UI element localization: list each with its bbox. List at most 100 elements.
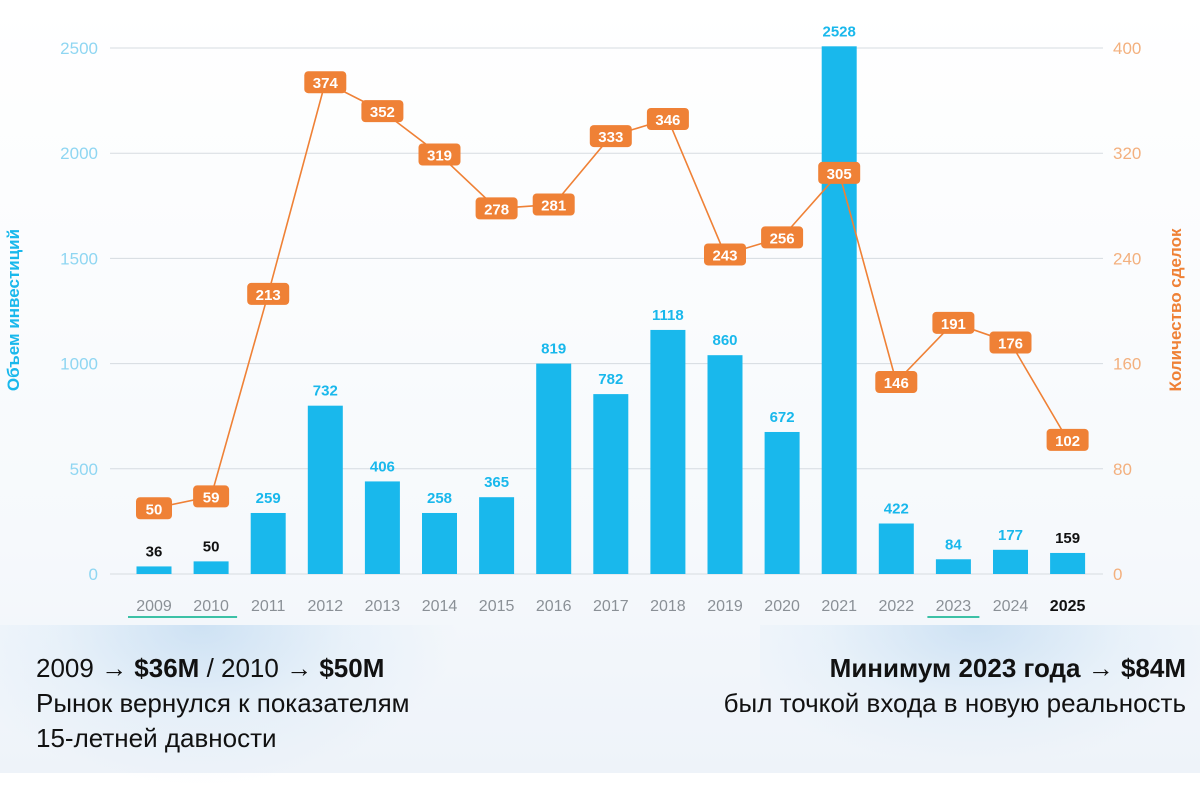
bar-2024 bbox=[993, 549, 1028, 574]
right-axis-ticks: 0 80 160 240 320 400 bbox=[1113, 39, 1141, 584]
line-point-2015 bbox=[475, 197, 518, 220]
line-point-2013 bbox=[361, 100, 404, 123]
bar-2025 bbox=[1050, 552, 1086, 574]
x-label-2021: 2021 bbox=[821, 598, 857, 615]
bar-2011 bbox=[250, 512, 286, 574]
x-label-2014: 2014 bbox=[422, 598, 458, 615]
x-label-2015: 2015 bbox=[479, 598, 515, 615]
line-value-label-2022: 146 bbox=[884, 375, 909, 392]
line-point-2012 bbox=[304, 71, 347, 94]
bar-2016 bbox=[536, 363, 572, 574]
bar-2009 bbox=[136, 566, 172, 574]
x-label-2009: 2009 bbox=[136, 598, 172, 615]
line-point-2021 bbox=[818, 161, 861, 184]
x-label-2019: 2019 bbox=[707, 598, 743, 615]
bar-2023 bbox=[935, 559, 971, 574]
left-tick-label: 2500 bbox=[60, 39, 98, 58]
bar-value-label-2023: 84 bbox=[945, 536, 962, 553]
bar-value-label-2014: 258 bbox=[427, 490, 452, 507]
bar-2019 bbox=[707, 355, 743, 574]
left-tick-label: 2000 bbox=[60, 144, 98, 163]
line-point-2020 bbox=[761, 226, 804, 249]
bar-2020 bbox=[764, 431, 800, 574]
x-label-2013: 2013 bbox=[365, 598, 401, 615]
bar-2014 bbox=[422, 512, 457, 574]
bar-value-label-2022: 422 bbox=[884, 501, 909, 518]
bar-2022 bbox=[878, 523, 914, 574]
bar-2021 bbox=[821, 46, 857, 575]
left-axis-title: Объем инвестиций bbox=[4, 228, 23, 392]
bar-value-label-2012: 732 bbox=[313, 383, 338, 400]
line-value-label-2010: 59 bbox=[203, 489, 220, 506]
line-point-2009 bbox=[136, 497, 172, 520]
bar-value-label-2021: 2528 bbox=[823, 23, 856, 40]
bar-value-label-2018: 1118 bbox=[652, 307, 684, 324]
bar-value-label-2010: 50 bbox=[203, 538, 220, 555]
bar-value-label-2009: 36 bbox=[146, 543, 163, 560]
line-value-label-2009: 50 bbox=[146, 501, 163, 518]
left-note-line3: 15-летней давности bbox=[36, 723, 277, 753]
line-value-label-2016: 281 bbox=[541, 197, 566, 214]
left-note-line1: 2009 → $36M / 2010 → $50M bbox=[36, 653, 385, 683]
line-point-2019 bbox=[704, 243, 746, 266]
bar-2017 bbox=[593, 394, 629, 574]
right-axis-title: Количество сделок bbox=[1166, 228, 1185, 392]
line-point-2011 bbox=[247, 282, 290, 305]
line-value-label-2014: 319 bbox=[427, 148, 452, 165]
line-value-label-2020: 256 bbox=[770, 230, 795, 247]
line-value-label-2013: 352 bbox=[370, 104, 395, 121]
right-tick-label: 0 bbox=[1113, 565, 1122, 584]
x-label-2022: 2022 bbox=[879, 598, 915, 615]
line-point-2023 bbox=[932, 311, 975, 334]
bar-2018 bbox=[650, 329, 686, 574]
line-point-2024 bbox=[989, 331, 1032, 354]
bar-series bbox=[136, 46, 1086, 575]
left-axis-ticks: 0 500 1000 1500 2000 2500 bbox=[60, 39, 98, 584]
right-note-line1: Минимум 2023 года → $84M bbox=[829, 653, 1186, 683]
line-value-label-2017: 333 bbox=[598, 129, 623, 146]
line-point-2016 bbox=[532, 193, 575, 216]
left-glow bbox=[0, 625, 460, 785]
x-axis-labels: 2009 2010 2011 2012 2013 2014 2015 2016 2017 2018… bbox=[128, 598, 1086, 618]
right-glow bbox=[760, 625, 1200, 765]
bar-2015 bbox=[479, 497, 515, 574]
line-value-label-2023: 191 bbox=[941, 316, 966, 333]
right-tick-label: 320 bbox=[1113, 144, 1141, 163]
x-label-2025: 2025 bbox=[1050, 598, 1086, 615]
x-label-2020: 2020 bbox=[764, 598, 800, 615]
right-note: Минимум 2023 года → $84M был точкой вход… bbox=[724, 651, 1186, 721]
left-note: 2009 → $36M / 2010 → $50M Рынок вернулся… bbox=[36, 651, 410, 756]
x-label-2024: 2024 bbox=[993, 598, 1029, 615]
x-label-2018: 2018 bbox=[650, 598, 686, 615]
x-label-2010: 2010 bbox=[193, 598, 229, 615]
x-label-2017: 2017 bbox=[593, 598, 629, 615]
bar-value-label-2025: 159 bbox=[1055, 530, 1080, 547]
bar-value-label-2017: 782 bbox=[598, 371, 623, 388]
bar-value-label-2011: 259 bbox=[256, 490, 281, 507]
line-point-2018 bbox=[646, 108, 689, 131]
line-value-label-2011: 213 bbox=[256, 287, 281, 304]
line-series: 50 59 213 374 352 319 278 281 333 346 243 256 305 146… bbox=[136, 71, 1089, 520]
line-point-2022 bbox=[875, 371, 918, 394]
line-value-label-2025: 102 bbox=[1055, 433, 1080, 450]
line-value-label-2018: 346 bbox=[655, 112, 680, 129]
line-value-label-2015: 278 bbox=[484, 201, 509, 218]
line-value-label-2021: 305 bbox=[827, 166, 852, 183]
line-point-2014 bbox=[418, 143, 461, 166]
line-value-label-2019: 243 bbox=[712, 247, 737, 264]
bar-value-label-2024: 177 bbox=[998, 527, 1023, 544]
bar-value-label-2020: 672 bbox=[770, 409, 795, 426]
left-tick-label: 500 bbox=[70, 460, 98, 479]
right-tick-label: 80 bbox=[1113, 460, 1132, 479]
line-point-2010 bbox=[193, 485, 230, 508]
line-value-label-2012: 374 bbox=[313, 75, 339, 92]
left-tick-label: 1500 bbox=[60, 249, 98, 268]
bar-2010 bbox=[193, 561, 229, 574]
bar-2013 bbox=[364, 481, 400, 574]
x-label-2016: 2016 bbox=[536, 598, 572, 615]
line-value-label-2024: 176 bbox=[998, 336, 1023, 353]
bar-value-label-2016: 819 bbox=[541, 341, 566, 358]
line-point-2017 bbox=[589, 125, 632, 148]
right-tick-label: 240 bbox=[1113, 249, 1141, 268]
